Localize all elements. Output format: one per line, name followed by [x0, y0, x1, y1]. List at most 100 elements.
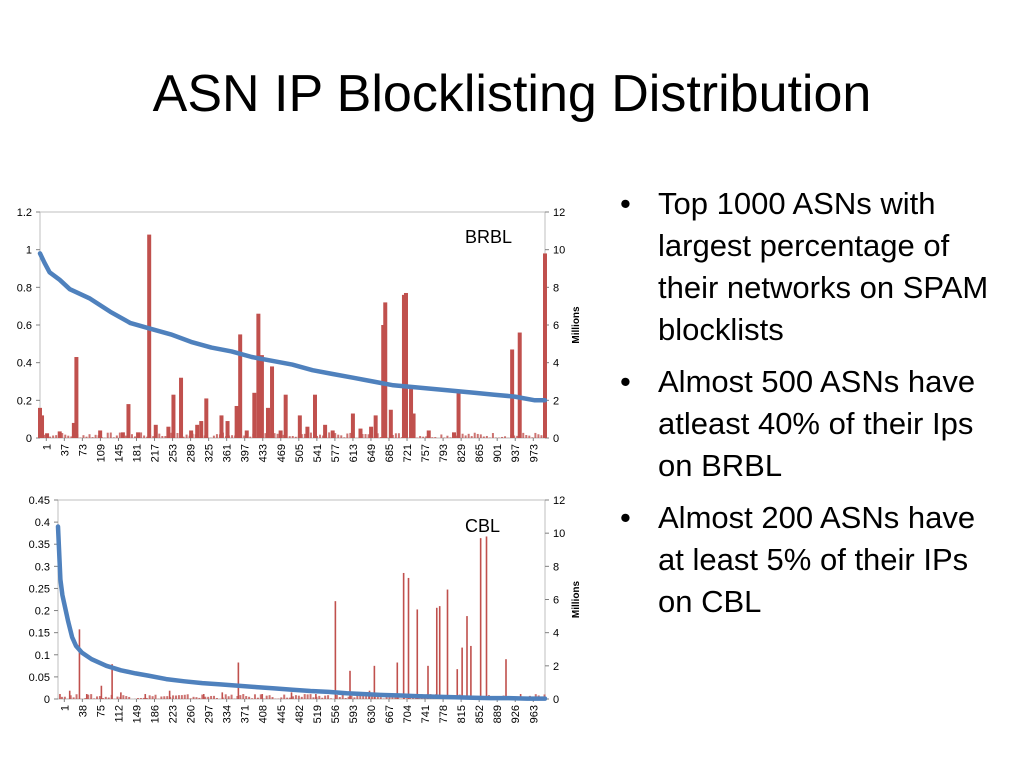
noise-bar — [361, 434, 364, 438]
data-bar — [45, 433, 50, 438]
bullet-text: Almost 200 ASNs have at least 5% of thei… — [658, 500, 976, 619]
data-bar — [290, 692, 293, 699]
y-right-tick-label: 6 — [553, 320, 559, 332]
y-right-axis-title: Millions — [571, 580, 582, 618]
y-right-tick-label: 10 — [553, 528, 565, 540]
noise-bar — [321, 697, 324, 699]
noise-bar — [136, 698, 139, 699]
x-tick-label: 973 — [528, 444, 540, 462]
noise-bar — [540, 435, 543, 438]
noise-bar — [116, 696, 119, 699]
noise-bar — [440, 434, 443, 438]
data-bar — [111, 664, 113, 699]
y-left-tick-label: 0.8 — [17, 282, 32, 294]
data-bar — [323, 424, 328, 438]
noise-bar — [534, 432, 537, 438]
noise-bar — [172, 695, 175, 699]
noise-bar — [289, 697, 292, 699]
data-bar — [261, 694, 264, 699]
data-bar — [136, 432, 141, 438]
noise-bar — [60, 696, 63, 699]
noise-bar — [322, 435, 325, 438]
noise-bar — [84, 698, 87, 699]
noise-bar — [291, 696, 294, 699]
data-bar — [225, 421, 230, 438]
noise-bar — [316, 435, 319, 438]
y-right-tick-label: 6 — [553, 595, 559, 607]
noise-bar — [230, 694, 233, 699]
x-tick-label: 223 — [168, 705, 180, 723]
y-left-tick-label: 0.2 — [35, 606, 50, 618]
noise-bar — [391, 696, 394, 699]
noise-bar — [143, 435, 146, 438]
noise-bar — [370, 696, 373, 699]
data-bar — [446, 589, 449, 699]
x-tick-label: 865 — [474, 444, 486, 462]
y-right-tick-label: 12 — [553, 495, 565, 507]
noise-bar — [464, 435, 467, 438]
data-bar — [543, 253, 547, 438]
x-tick-label: 73 — [77, 444, 89, 456]
data-bar — [153, 424, 158, 438]
noise-bar — [64, 434, 67, 438]
noise-bar — [288, 436, 291, 438]
noise-bar — [485, 435, 488, 438]
data-bar — [68, 690, 71, 699]
x-tick-label: 149 — [131, 705, 143, 723]
noise-bar — [192, 696, 195, 699]
data-bar — [166, 426, 171, 438]
data-bar — [144, 694, 147, 699]
noise-bar — [249, 436, 252, 438]
noise-bar — [210, 695, 213, 699]
data-bar — [401, 294, 406, 438]
data-bar — [234, 405, 239, 438]
noise-bar — [107, 697, 110, 699]
y-left-tick-label: 0.15 — [29, 628, 50, 640]
data-bar — [416, 609, 419, 699]
noise-bar — [282, 434, 285, 438]
data-bar — [74, 357, 79, 438]
noise-bar — [182, 436, 185, 438]
bars-group — [38, 234, 547, 438]
data-bar — [252, 392, 257, 438]
noise-bar — [367, 434, 370, 438]
noise-bar — [177, 695, 180, 699]
noise-bar — [359, 694, 362, 699]
data-bar — [312, 394, 317, 438]
y-left-tick-label: 0 — [44, 694, 50, 706]
noise-bar — [265, 695, 268, 699]
noise-bar — [362, 695, 365, 699]
noise-bar — [385, 695, 388, 699]
noise-bar — [528, 435, 531, 438]
noise-bar — [251, 698, 254, 699]
x-tick-label: 901 — [492, 444, 504, 462]
y-left-tick-label: 0.3 — [35, 561, 50, 573]
data-bar — [456, 392, 461, 438]
x-tick-label: 613 — [348, 444, 360, 462]
noise-bar — [166, 696, 169, 699]
x-tick-label: 371 — [240, 705, 252, 723]
series-label: BRBL — [465, 227, 512, 247]
noise-bar — [327, 695, 330, 699]
noise-bar — [303, 433, 306, 438]
noise-bar — [161, 436, 164, 438]
noise-bar — [431, 437, 434, 438]
data-bar — [219, 415, 224, 438]
noise-bar — [271, 697, 274, 699]
noise-bar — [376, 433, 379, 438]
y-right-tick-label: 8 — [553, 282, 559, 294]
y-right-tick-label: 4 — [553, 358, 559, 370]
noise-bar — [239, 695, 242, 699]
noise-bar — [104, 696, 107, 699]
noise-bar — [160, 696, 163, 699]
noise-bar — [215, 434, 218, 438]
noise-bar — [96, 696, 99, 699]
data-bar — [470, 645, 472, 699]
bullet-item: • Almost 500 ASNs have atleast 40% of the… — [618, 361, 1008, 487]
data-bar — [278, 430, 283, 438]
data-bar — [409, 389, 414, 438]
noise-bar — [482, 436, 485, 438]
series-label: CBL — [465, 516, 500, 536]
noise-bar — [106, 432, 109, 438]
x-tick-label: 889 — [492, 705, 504, 723]
